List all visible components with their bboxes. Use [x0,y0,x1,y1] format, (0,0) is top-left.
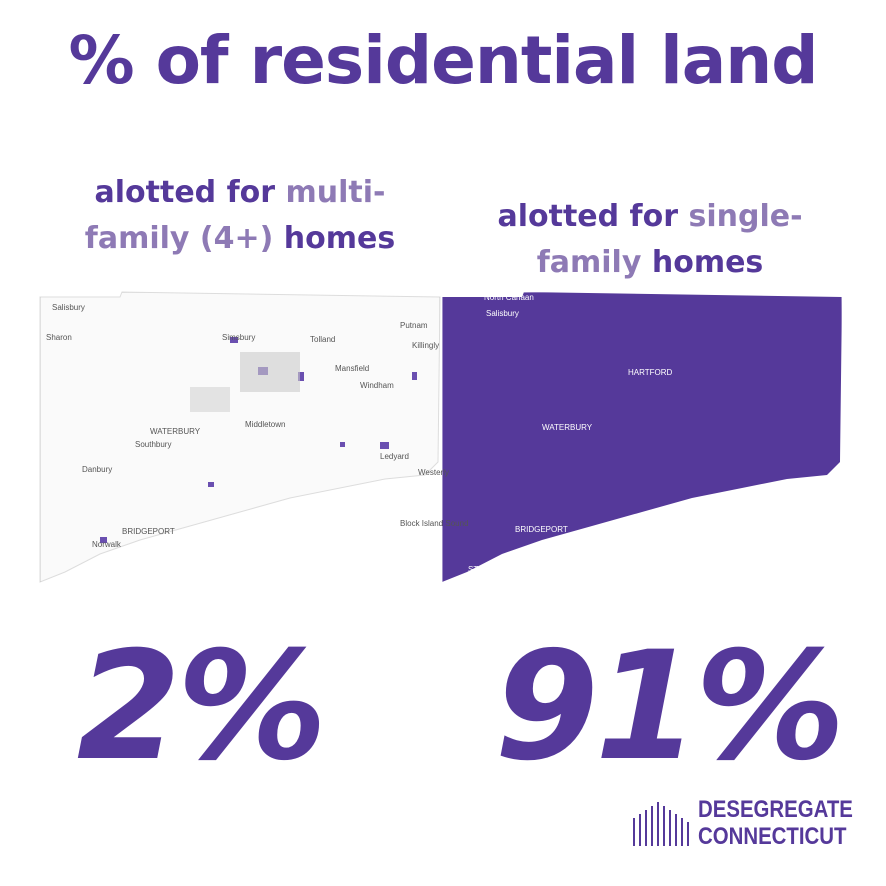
map-label: Middletown [245,420,285,429]
caption-highlight: family (4+) [84,221,274,256]
caption: alotted for multi- family (4+) homes [60,170,420,262]
map-label: Killingly [412,341,439,350]
caption-highlight: single- [688,199,803,234]
logo: DESEGREGATE CONNECTICUT [698,796,853,850]
map-label: North Canaan [484,293,534,302]
caption-highlight: multi- [285,175,386,210]
map-label: BRIDGEPORT [515,525,568,534]
caption-line: family (4+) homes [60,216,420,262]
map-label: Salisbury [486,309,519,318]
map-label: BRIDGEPORT [122,527,175,536]
map-label: Salisbury [52,303,85,312]
logo-icon [633,802,689,846]
caption-line: family homes [480,240,820,286]
map-label: Southbury [135,440,171,449]
map-label: Windham [360,381,394,390]
map-label: Ledyard [380,452,409,461]
map-label: Westerly [810,479,841,488]
map-label: Simsbury [222,333,255,342]
logo-line: CONNECTICUT [698,823,847,850]
caption: alotted for single- family homes [480,194,820,286]
stat: 91% [494,620,845,794]
map-label: WATERBURY [150,427,201,436]
map-single-family [442,292,842,582]
map-label: WATERBURY [542,423,593,432]
map-labels: North Canaan Salisbury HARTFORD WATERBURY BR… [468,293,841,574]
logo-line: DESEGREGATE [698,796,853,823]
caption-text: homes [273,221,396,256]
caption-text: homes [641,245,764,280]
map-label: Westerly [418,468,449,477]
map-label: Sharon [46,333,72,342]
caption-line: alotted for single- [480,194,820,240]
map-labels: Salisbury Sharon Simsbury Tolland Mansfield W… [46,303,469,549]
title: % of residential land [68,22,818,99]
map-label: STAMFORD [468,565,513,574]
map-label: Putnam [400,321,428,330]
map-label: Mansfield [335,364,369,373]
caption-text: alotted for [94,175,286,210]
map-label: HARTFORD [628,368,673,377]
caption-line: alotted for multi- [60,170,420,216]
map-label: Danbury [82,465,112,474]
caption-highlight: family [536,245,642,280]
stat: 2% [76,620,328,794]
map-label: Norwalk [92,540,122,549]
map-label: Tolland [310,335,335,344]
map-label: Block Island Sound [400,519,469,528]
caption-text: alotted for [497,199,689,234]
map-label: NEW LONDON [748,495,803,504]
